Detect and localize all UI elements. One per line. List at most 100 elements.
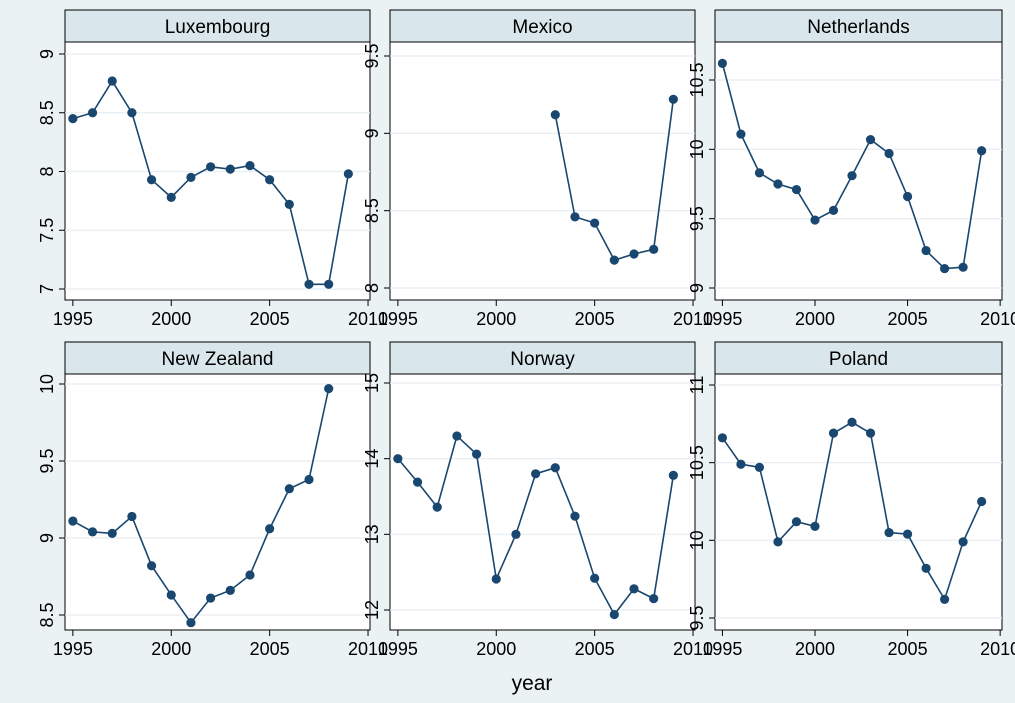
x-tick-label: 2010 (348, 639, 388, 659)
data-point (828, 205, 839, 215)
plot-area (389, 41, 696, 301)
data-point (902, 191, 913, 202)
x-tick-label: 2000 (151, 309, 191, 329)
y-tick-label: 9.5 (687, 206, 707, 231)
data-point (265, 175, 275, 185)
data-point (186, 172, 196, 182)
y-tick-label: 10 (687, 530, 707, 550)
x-tick-label: 1995 (53, 639, 93, 659)
data-point (847, 171, 857, 181)
y-tick-label: 9 (37, 49, 57, 59)
data-point (393, 454, 403, 464)
x-tick-label: 1995 (378, 309, 418, 329)
y-tick-label: 7.5 (37, 218, 57, 243)
y-tick-label: 10.5 (687, 62, 707, 97)
data-point (550, 110, 560, 120)
data-point (884, 148, 894, 159)
data-point (107, 528, 117, 538)
data-point (717, 433, 728, 443)
data-point (940, 263, 950, 274)
data-point (225, 164, 235, 174)
x-tick-label: 1995 (378, 639, 418, 659)
panel-new-zealand: New Zealand 8.5 9 9.5 10 1995 2000 2005 2010 (37, 341, 388, 659)
x-tick-label: 2000 (795, 639, 835, 659)
x-tick-label: 2000 (476, 309, 516, 329)
data-point (245, 570, 255, 580)
panel-title: Netherlands (807, 17, 909, 38)
plot-area (389, 373, 696, 631)
data-point (146, 561, 157, 571)
y-tick-label: 9.5 (362, 43, 382, 68)
data-point (668, 470, 678, 480)
y-tick-label: 9 (687, 283, 707, 293)
panel-header (64, 341, 371, 375)
x-tick-label: 2005 (575, 309, 615, 329)
data-point (921, 245, 931, 256)
data-point (511, 529, 521, 539)
y-tick-label: 8 (362, 283, 382, 293)
data-point (649, 244, 659, 254)
x-axis-label: year (512, 672, 553, 695)
data-point (68, 516, 78, 526)
y-tick-label: 15 (362, 373, 382, 393)
x-tick-label: 2010 (980, 639, 1015, 659)
data-point (531, 469, 541, 479)
data-point (166, 590, 176, 600)
data-point (828, 428, 839, 438)
panel-mexico: Mexico 8 8.5 9 9.5 1995 2000 2005 2010 (362, 9, 713, 329)
y-tick-label: 14 (362, 449, 382, 469)
data-point (668, 94, 678, 104)
panel-header (389, 341, 696, 375)
x-tick-label: 1995 (702, 639, 742, 659)
y-tick-label: 10 (37, 374, 57, 394)
panel-title: Poland (829, 349, 888, 370)
data-point (107, 76, 117, 86)
data-point (773, 537, 783, 547)
data-point (609, 255, 619, 265)
x-tick-label: 1995 (702, 309, 742, 329)
data-point (736, 129, 746, 139)
plot-area (64, 373, 371, 631)
data-point (206, 162, 216, 172)
panel-netherlands: Netherlands 9 9.5 10 10.5 1995 2000 2005 2010 (687, 9, 1015, 329)
panel-title: Norway (510, 349, 575, 370)
x-tick-label: 2005 (888, 639, 928, 659)
data-point (810, 215, 820, 225)
data-point (87, 108, 98, 118)
data-point (127, 108, 137, 118)
y-tick-label: 8.5 (362, 198, 382, 223)
data-point (847, 417, 857, 427)
panel-header (714, 9, 1003, 43)
x-tick-label: 2005 (250, 639, 290, 659)
data-point (284, 199, 294, 209)
data-point (146, 175, 157, 185)
y-tick-label: 9.5 (37, 448, 57, 473)
data-point (977, 146, 987, 156)
panel-poland: Poland 9.5 10 10.5 11 1995 2000 2005 2010 (687, 341, 1015, 659)
y-tick-label: 8.5 (37, 602, 57, 627)
data-point (958, 262, 968, 272)
data-point (265, 524, 275, 534)
data-point (590, 573, 600, 583)
data-point (810, 521, 820, 531)
y-tick-label: 8 (37, 166, 57, 176)
data-point (717, 58, 728, 68)
data-point (471, 449, 482, 459)
y-tick-label: 13 (362, 524, 382, 544)
data-point (343, 169, 353, 179)
y-tick-label: 8.5 (37, 100, 57, 125)
y-tick-label: 10 (687, 139, 707, 159)
data-point (284, 484, 294, 494)
data-point (432, 502, 442, 512)
panel-title: New Zealand (162, 349, 274, 370)
panel-luxembourg: Luxembourg 7 7.5 8 8.5 9 1995 2000 2005 2010 (37, 9, 388, 329)
data-point (186, 618, 196, 628)
x-tick-label: 2010 (348, 309, 388, 329)
panel-header (714, 341, 1003, 375)
data-point (629, 249, 639, 259)
data-point (865, 135, 876, 145)
data-point (304, 474, 314, 485)
data-point (736, 459, 746, 469)
x-tick-label: 2005 (250, 309, 290, 329)
